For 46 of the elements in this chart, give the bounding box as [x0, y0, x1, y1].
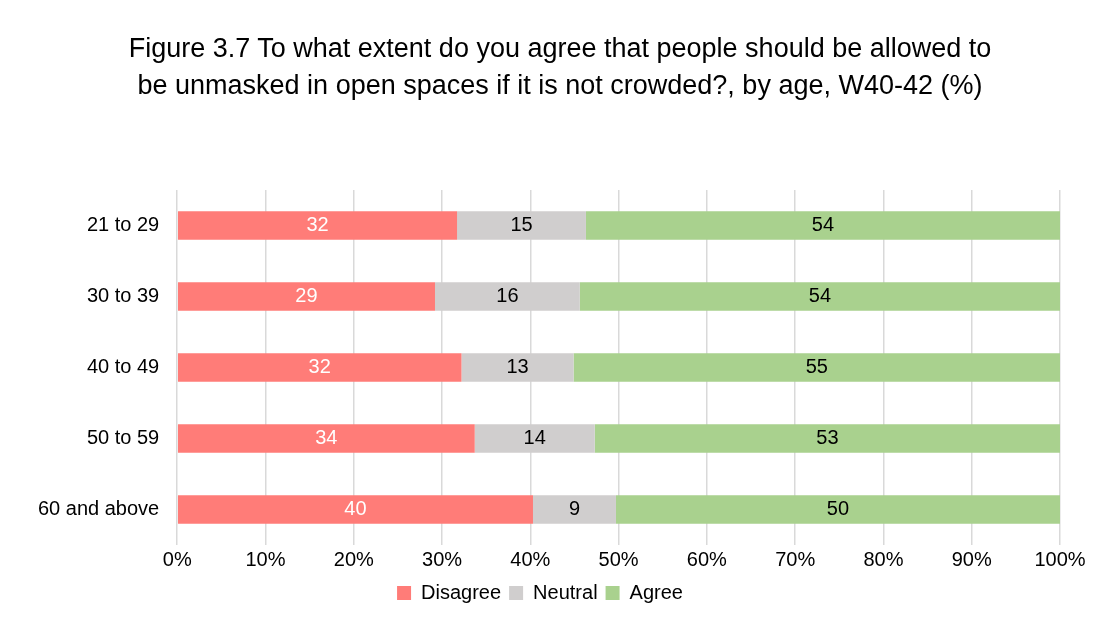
bar	[615, 495, 1060, 524]
legend-label: Disagree	[421, 580, 502, 603]
x-tick-label: 0%	[162, 547, 192, 570]
chart-title: Figure 3.7 To what extent do you agree that people should be allowed to be unmasked in open spaces if it is not crowded?, by age, W40-42 (%)	[127, 32, 993, 102]
data-label: 55	[805, 355, 828, 378]
x-tick-label: 70%	[775, 547, 816, 570]
x-tick-label: 80%	[863, 547, 904, 570]
data-label: 9	[568, 497, 581, 520]
bar	[579, 282, 1060, 311]
y-tick-label: 60 and above	[37, 497, 160, 520]
data-label: 53	[816, 426, 839, 449]
x-tick-label: 90%	[951, 547, 992, 570]
y-tick-label: 50 to 59	[86, 426, 160, 449]
data-label: 34	[315, 426, 338, 449]
data-label: 32	[308, 355, 331, 378]
data-label: 40	[344, 497, 367, 520]
x-tick-label: 10%	[245, 547, 286, 570]
y-tick-label: 40 to 49	[86, 355, 160, 378]
data-label: 16	[496, 284, 519, 307]
data-label: 32	[306, 213, 329, 236]
x-tick-label: 100%	[1034, 547, 1086, 570]
bar	[532, 495, 616, 524]
bar	[177, 424, 475, 453]
bar	[177, 495, 533, 524]
x-tick-label: 40%	[510, 547, 551, 570]
x-tick-label: 60%	[686, 547, 728, 570]
legend-label: Neutral	[533, 580, 598, 603]
data-label: 54	[808, 284, 832, 307]
bar	[585, 211, 1060, 240]
data-label: 54	[811, 213, 835, 236]
data-label: 50	[826, 497, 850, 520]
bar	[594, 424, 1060, 453]
bar	[573, 353, 1060, 382]
bar	[177, 282, 435, 311]
x-tick-label: 30%	[422, 547, 463, 570]
x-tick-label: 50%	[598, 547, 639, 570]
data-label: 29	[295, 284, 318, 307]
y-tick-label: 21 to 29	[86, 213, 160, 236]
data-label: 14	[523, 426, 546, 449]
data-label: 15	[510, 213, 533, 236]
y-tick-label: 30 to 39	[86, 284, 160, 307]
legend-label: Agree	[629, 580, 683, 603]
data-label: 13	[506, 355, 529, 378]
x-tick-label: 20%	[333, 547, 375, 570]
bar	[177, 211, 458, 240]
bar	[177, 353, 462, 382]
